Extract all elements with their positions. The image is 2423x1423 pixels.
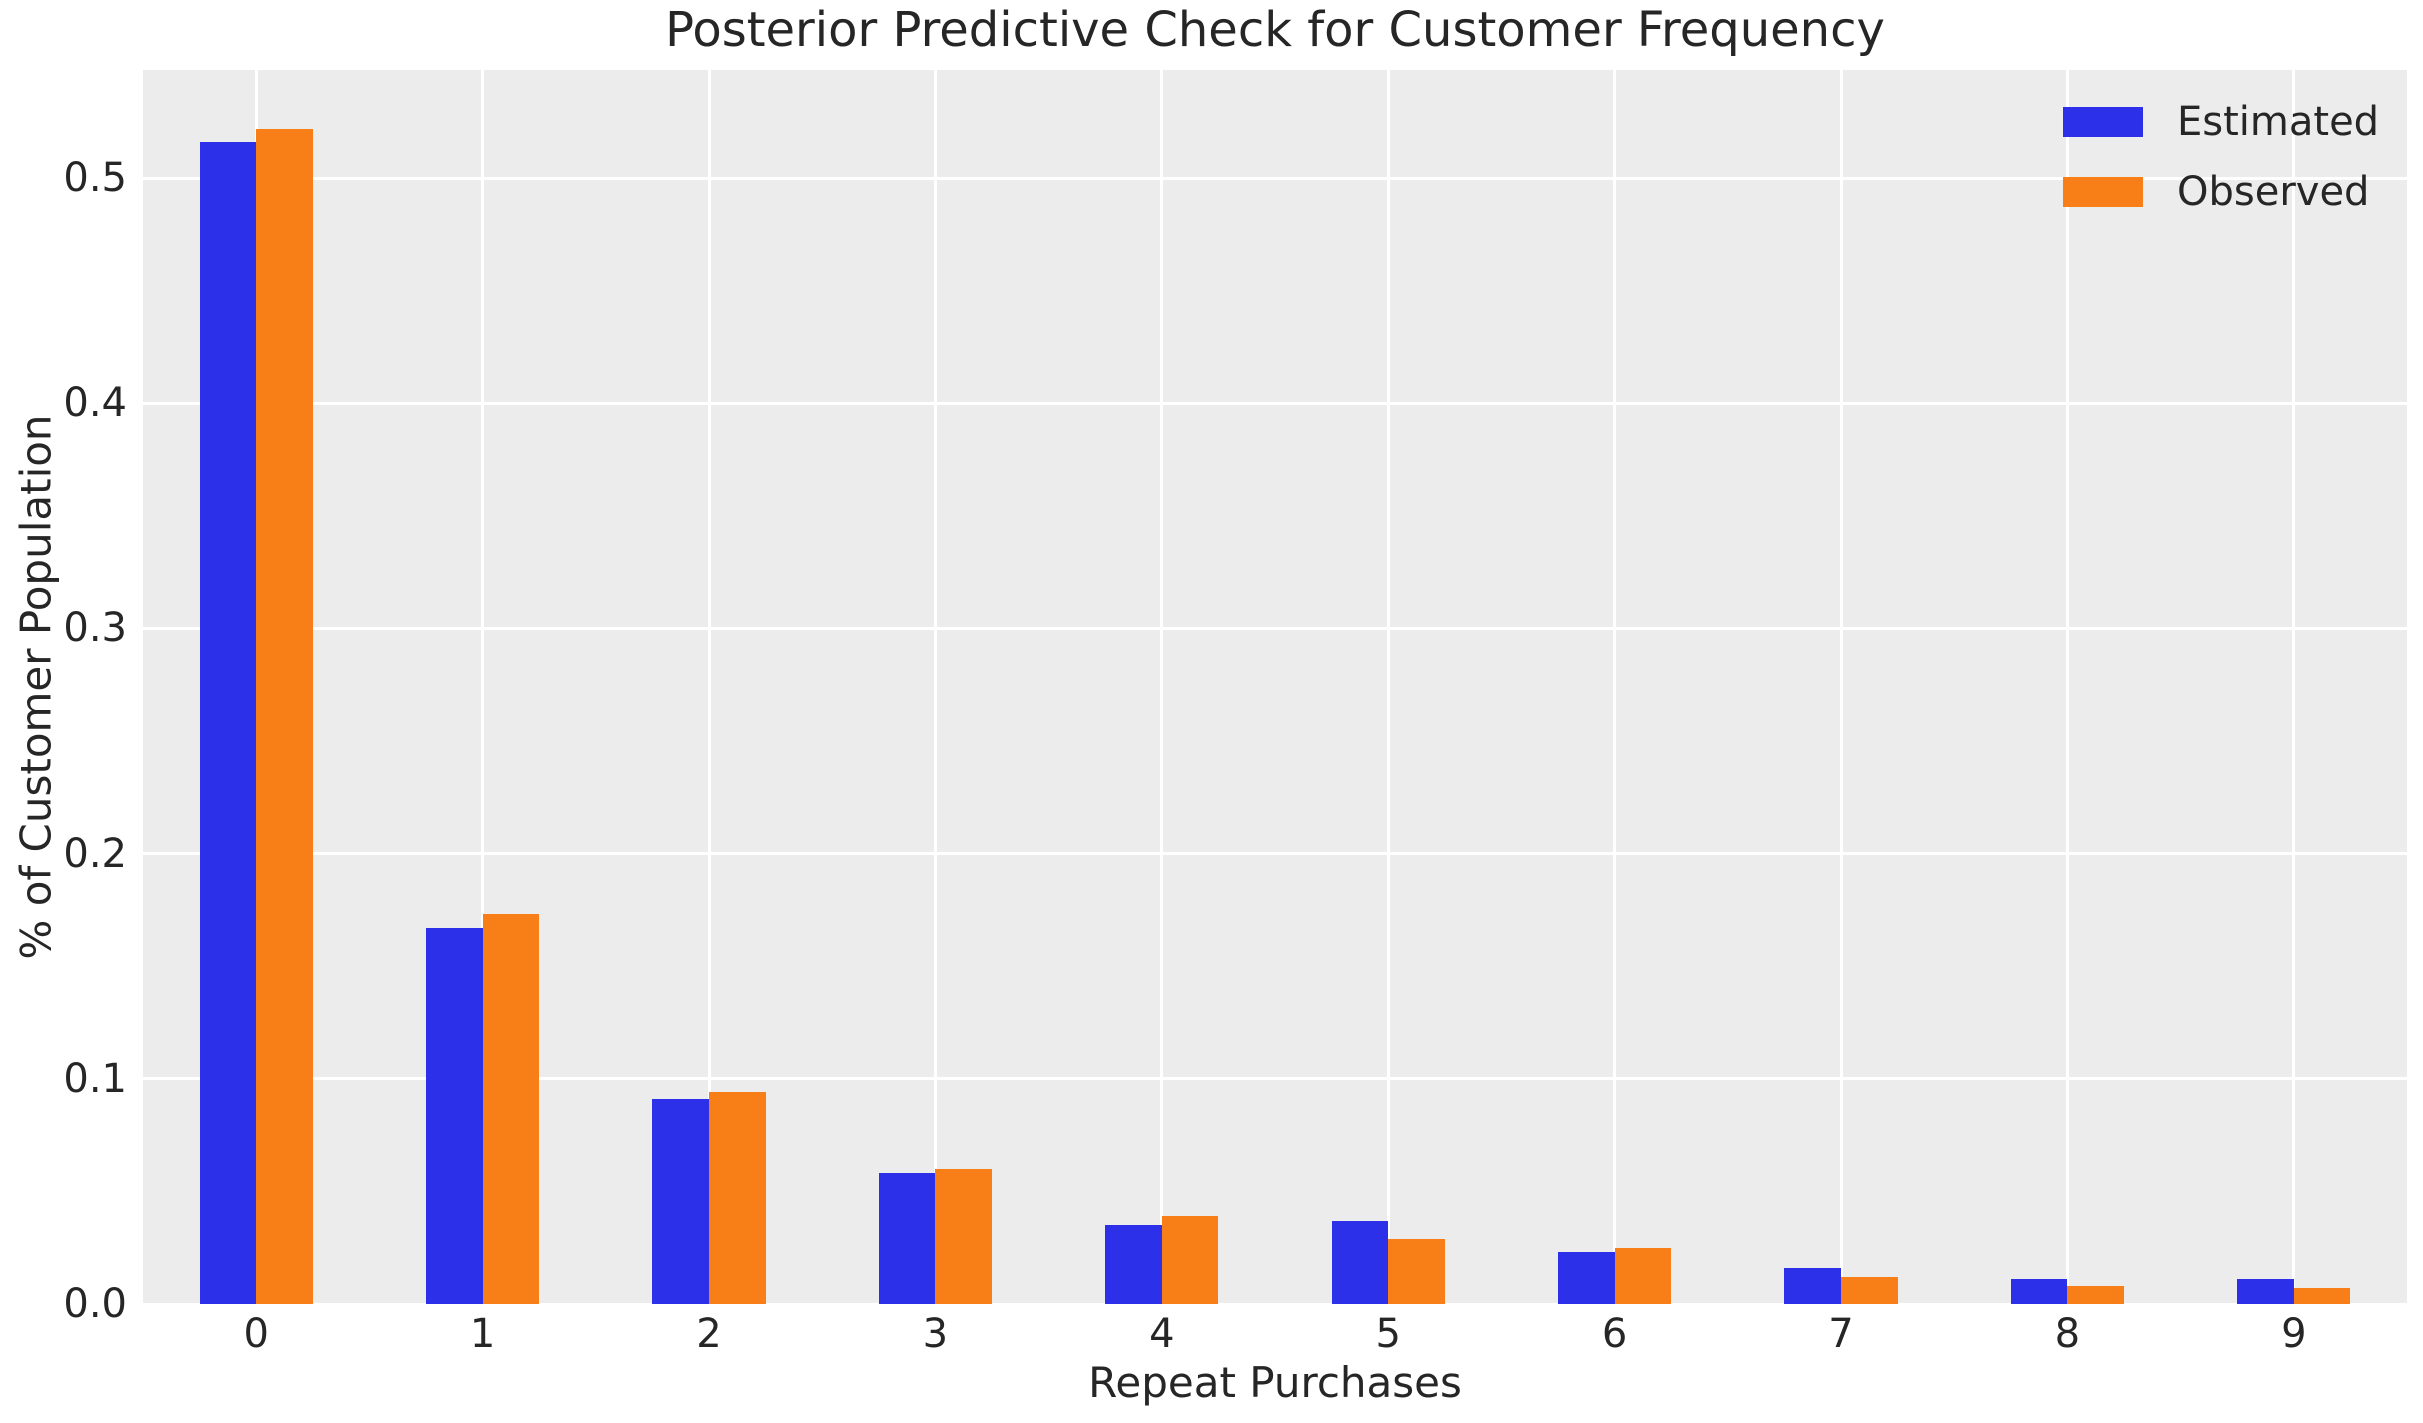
x-tick-label-5: 5	[1375, 1311, 1401, 1357]
gridline-x-9	[2292, 70, 2296, 1304]
y-axis-label: % of Customer Population	[11, 414, 61, 960]
y-tick-label-0.5: 0.5	[63, 155, 127, 202]
bar-observed-5	[1388, 1238, 1445, 1304]
bar-estimated-4	[1105, 1225, 1162, 1304]
gridline-x-3	[933, 70, 937, 1304]
plot-area	[143, 70, 2407, 1306]
bar-observed-6	[1614, 1247, 1672, 1304]
bar-observed-2	[709, 1092, 766, 1304]
x-axis-label: Repeat Purchases	[1088, 1358, 1462, 1407]
bar-observed-1	[482, 914, 540, 1304]
bar-observed-7	[1841, 1276, 1898, 1304]
gridline-y-0.2	[143, 852, 2407, 856]
gridline-y-0.5	[143, 176, 2407, 180]
chart-title: Posterior Predictive Check for Customer …	[665, 2, 1885, 58]
legend-label-observed: Observed	[2177, 169, 2370, 215]
gridline-y-0.1	[143, 1077, 2407, 1081]
bar-observed-3	[935, 1168, 992, 1304]
bar-observed-4	[1161, 1216, 1219, 1304]
gridline-x-7	[1839, 70, 1843, 1304]
y-tick-label-0.3: 0.3	[63, 605, 127, 652]
bar-estimated-0	[199, 142, 257, 1304]
x-tick-label-4: 4	[1149, 1311, 1175, 1357]
bar-observed-8	[2067, 1286, 2124, 1304]
legend-swatch-estimated	[2063, 107, 2143, 137]
legend-swatch-observed	[2063, 177, 2143, 207]
legend-label-estimated: Estimated	[2177, 99, 2380, 145]
x-tick-label-0: 0	[243, 1311, 269, 1357]
bar-observed-9	[2293, 1288, 2351, 1304]
legend-item-observed: Observed	[2063, 170, 2379, 214]
y-tick-label-0.0: 0.0	[63, 1281, 127, 1327]
bar-estimated-2	[652, 1099, 709, 1304]
gridline-y-0.0	[143, 1302, 2407, 1306]
bar-estimated-8	[2010, 1279, 2068, 1304]
gridline-x-2	[707, 70, 711, 1304]
legend: Estimated Observed	[2063, 100, 2379, 240]
gridline-x-5	[1386, 70, 1390, 1304]
bar-observed-0	[256, 128, 313, 1304]
bar-estimated-5	[1331, 1220, 1389, 1304]
gridline-y-0.4	[143, 401, 2407, 405]
y-tick-label-0.1: 0.1	[63, 1055, 127, 1102]
bar-estimated-7	[1784, 1267, 1841, 1304]
x-tick-label-1: 1	[469, 1311, 496, 1357]
gridline-x-6	[1613, 70, 1617, 1304]
gridline-x-8	[2065, 70, 2069, 1304]
gridline-y-0.3	[143, 626, 2407, 630]
gridline-x-4	[1160, 70, 1164, 1304]
x-tick-label-2: 2	[696, 1311, 722, 1357]
x-tick-label-3: 3	[922, 1311, 949, 1357]
y-tick-label-0.2: 0.2	[63, 830, 127, 877]
x-tick-label-7: 7	[1828, 1311, 1854, 1357]
legend-item-estimated: Estimated	[2063, 100, 2379, 144]
x-tick-label-8: 8	[2054, 1311, 2081, 1357]
bar-estimated-3	[878, 1173, 936, 1304]
bar-estimated-1	[426, 927, 483, 1304]
bar-estimated-9	[2237, 1279, 2294, 1304]
gridline-x-1	[481, 70, 485, 1304]
x-tick-label-6: 6	[1601, 1311, 1628, 1357]
y-tick-label-0.4: 0.4	[63, 380, 127, 427]
bar-estimated-6	[1558, 1252, 1615, 1304]
x-tick-label-9: 9	[2281, 1311, 2307, 1357]
